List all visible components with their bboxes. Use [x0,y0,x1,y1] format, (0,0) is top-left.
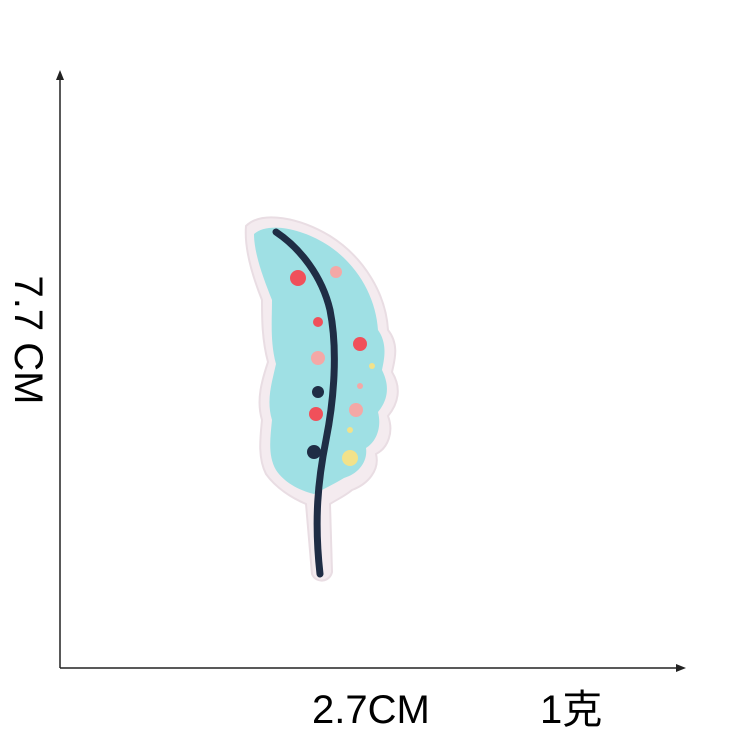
weight-label: 1克 [540,688,603,732]
dot-pink [349,403,363,417]
feather-patch [244,216,399,582]
dot-yellow [342,450,358,466]
dot-red [313,317,323,327]
dot-pink [330,266,342,278]
horizontal-axis-arrow [676,664,686,672]
width-measurement-label: 2.7CM [312,688,430,732]
dot-red [309,407,323,421]
dot-navy [307,445,321,459]
dot-navy [312,386,324,398]
height-measurement-label: 7.7 CM [6,275,50,405]
dot-yellow [347,427,353,433]
dot-yellow [369,363,375,369]
dot-pink [357,383,363,389]
dot-red [290,270,306,286]
dot-red [353,337,367,351]
vertical-axis-arrow [56,70,64,80]
feather-quill [272,228,338,578]
feather-dots [290,266,375,466]
dot-pink [311,351,325,365]
measurement-axes [56,70,686,672]
